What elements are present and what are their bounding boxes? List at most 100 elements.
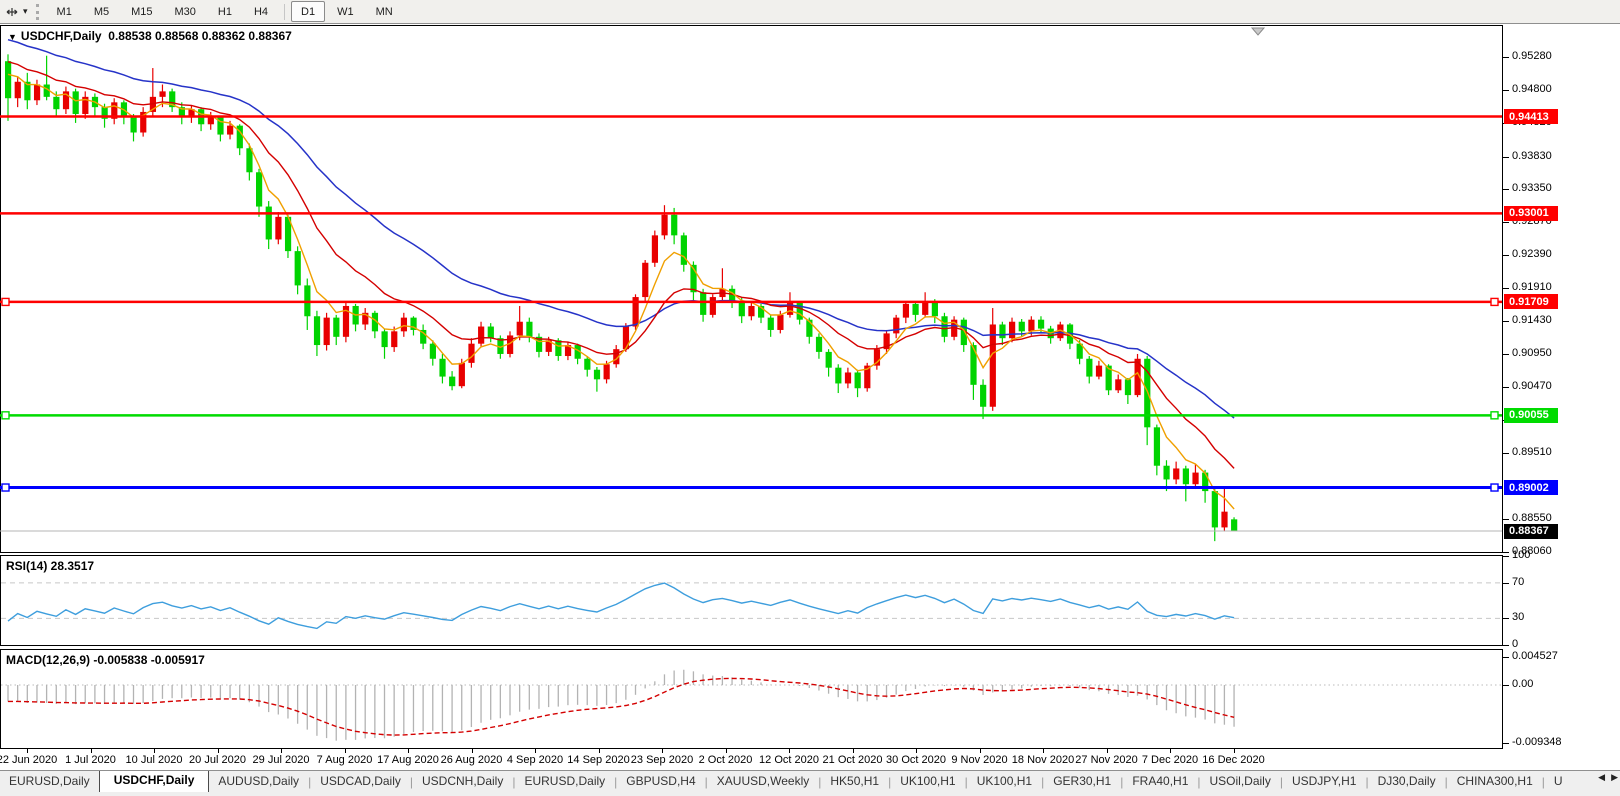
tab-separator: | — [1197, 774, 1201, 789]
tab-scroll-left-icon[interactable]: ◀ — [1598, 772, 1606, 782]
macd-panel[interactable] — [0, 649, 1503, 749]
tab-xauusd-weekly[interactable]: XAUUSD,Weekly — [716, 774, 810, 788]
price-line-label: 0.94413 — [1504, 109, 1558, 125]
toolbar-separator — [284, 3, 286, 20]
axis-tick-label: 0.92390 — [1512, 248, 1552, 261]
bottom-strip — [0, 792, 1620, 796]
tab-uk100-h1[interactable]: UK100,H1 — [900, 774, 956, 788]
date-tick — [662, 749, 663, 753]
timeframe-button-d1[interactable]: D1 — [291, 1, 326, 22]
date-label: 29 Jul 2020 — [252, 754, 310, 766]
timeframe-button-m30[interactable]: M30 — [174, 5, 196, 18]
toolbar: ▾ M1 M5 M15 M30 H1 H4 D1 W1 MN — [0, 0, 1620, 24]
date-tick — [90, 749, 92, 753]
chart-collapse-icon[interactable]: ▼ — [8, 32, 17, 42]
tab-usdcad-daily[interactable]: USDCAD,Daily — [320, 774, 401, 788]
toolbar-dropdown-caret-icon[interactable]: ▾ — [23, 6, 28, 16]
timeframe-button-mn[interactable]: MN — [375, 5, 393, 18]
price-line-label: 0.88367 — [1504, 523, 1558, 539]
rsi-label: RSI(14) 28.3517 — [6, 559, 95, 573]
axis-tick-label: 0.004527 — [1512, 649, 1558, 662]
tab-usoil-daily[interactable]: USOil,Daily — [1209, 774, 1271, 788]
axis-tick-label: -0.009348 — [1512, 735, 1562, 748]
axis-tick-label: 0.93830 — [1512, 149, 1552, 162]
axis-tick-label: 0.93350 — [1512, 182, 1552, 195]
chart-shift-marker-icon — [1250, 27, 1266, 36]
hline-handle — [1490, 483, 1499, 492]
tab-separator: | — [704, 774, 708, 789]
tab-hk50-h1[interactable]: HK50,H1 — [830, 774, 880, 788]
date-label: 30 Oct 2020 — [886, 754, 946, 766]
tab-separator: | — [409, 774, 413, 789]
axis-tick-label: 70 — [1512, 575, 1525, 588]
tab-usdcnh-daily[interactable]: USDCNH,Daily — [422, 774, 504, 788]
chart-symbol-label: USDCHF,Daily — [20, 29, 102, 43]
hline-handle — [1, 297, 10, 307]
date-label: 2 Oct 2020 — [698, 754, 753, 766]
tab-usdchf-daily[interactable]: USDCHF,Daily — [98, 771, 210, 792]
tab-dj30-daily[interactable]: DJ30,Daily — [1377, 774, 1436, 788]
price-line-label: 0.93001 — [1504, 205, 1558, 221]
date-label: 20 Jul 2020 — [189, 754, 246, 766]
date-label: 27 Nov 2020 — [1075, 754, 1138, 766]
timeframe-button-m5[interactable]: M5 — [93, 5, 110, 18]
date-tick — [852, 749, 854, 753]
rsi-panel[interactable] — [0, 555, 1503, 646]
date-label: 23 Sep 2020 — [630, 754, 694, 766]
axis-tick-label: 0 — [1512, 638, 1519, 650]
tab-separator: | — [614, 774, 618, 789]
axis-tick-label: 0.00 — [1512, 678, 1534, 690]
timeframe-button-w1[interactable]: W1 — [337, 5, 354, 18]
axis-tick-label: 0.94800 — [1512, 82, 1552, 95]
tab-audusd-daily[interactable]: AUDUSD,Daily — [218, 774, 300, 788]
axis-tick-label: 0.88060 — [1512, 545, 1552, 558]
date-tick — [344, 749, 346, 753]
hline-handle — [1, 483, 10, 492]
tab-eurusd-daily[interactable]: EURUSD,Daily — [524, 774, 606, 788]
price-line-label: 0.89002 — [1504, 480, 1558, 496]
tab-separator: | — [512, 774, 516, 789]
timeframe-button-h1[interactable]: H1 — [217, 5, 232, 18]
date-label: 26 Aug 2020 — [440, 754, 503, 766]
date-label: 12 Oct 2020 — [759, 754, 819, 766]
timeframe-button-h4[interactable]: H4 — [253, 5, 269, 18]
date-label: 7 Aug 2020 — [316, 754, 373, 766]
date-tick — [217, 749, 219, 753]
tab-ger30-h1[interactable]: GER30,H1 — [1053, 774, 1112, 788]
date-tick — [1106, 749, 1108, 753]
chart-title: ▼ USDCHF,Daily 0.88538 0.88568 0.88362 0.… — [8, 29, 292, 43]
axis-tick-label: 0.91430 — [1512, 314, 1552, 327]
date-label: 14 Sep 2020 — [567, 754, 630, 766]
tab-eurusd-daily[interactable]: EURUSD,Daily — [9, 774, 90, 788]
chart-ohlc-values: 0.88538 0.88568 0.88362 0.88367 — [108, 29, 292, 43]
chart-shift-icon[interactable] — [3, 4, 21, 20]
timeframe-button-m1[interactable]: M1 — [56, 5, 72, 18]
date-tick — [535, 749, 536, 753]
chart-tabbar: EURUSD,Daily USDCHF,Daily AUDUSD,Daily | USD… — [0, 770, 1620, 792]
tab-gbpusd-h4[interactable]: GBPUSD,H4 — [626, 774, 696, 788]
date-tick — [1170, 749, 1171, 753]
date-axis[interactable]: 22 Jun 2020 1 Jul 2020 10 Jul 2020 20 Jul 2… — [0, 749, 1503, 770]
tab-separator: | — [888, 774, 892, 789]
tab-separator: | — [1279, 774, 1283, 789]
tab-usdjpy-h1[interactable]: USDJPY,H1 — [1291, 774, 1357, 788]
tab-scroll-right-icon[interactable]: ▶ — [1611, 772, 1618, 782]
axis-tick-label: 0.90470 — [1512, 379, 1552, 392]
hline-handle — [1490, 411, 1499, 420]
hline-handle — [1490, 297, 1499, 307]
timeframe-button-m15[interactable]: M15 — [131, 5, 153, 18]
date-tick — [598, 749, 600, 753]
tab-u[interactable]: U — [1553, 774, 1563, 788]
tab-separator: | — [1041, 774, 1045, 789]
tab-china300-h1[interactable]: CHINA300,H1 — [1456, 774, 1533, 788]
toolbar-grip[interactable] — [35, 3, 39, 20]
tab-uk100-h1[interactable]: UK100,H1 — [976, 774, 1033, 788]
tab-fra40-h1[interactable]: FRA40,H1 — [1132, 774, 1189, 788]
date-tick — [725, 749, 727, 753]
date-tick — [789, 749, 790, 753]
date-tick — [1043, 749, 1044, 753]
main-price-panel[interactable] — [0, 25, 1503, 553]
date-label: 18 Nov 2020 — [1011, 754, 1075, 766]
date-label: 7 Dec 2020 — [1141, 754, 1199, 766]
date-tick — [281, 749, 282, 753]
